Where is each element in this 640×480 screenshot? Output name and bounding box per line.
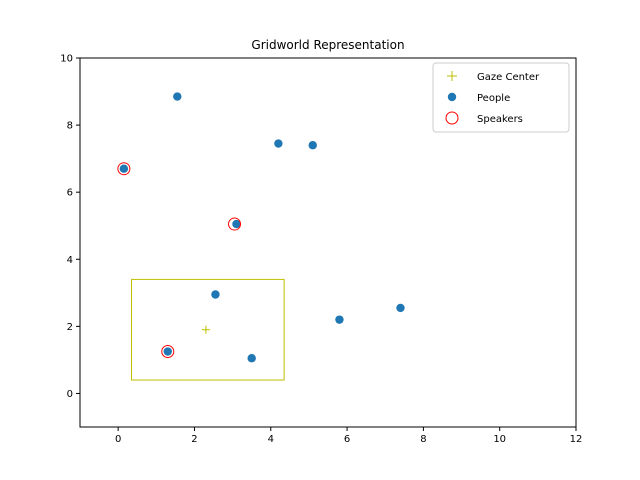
legend: Gaze Center People Speakers — [432, 62, 570, 133]
x-tick-label: 0 — [115, 434, 121, 445]
speaker-marker — [117, 162, 131, 176]
gaze-box — [131, 278, 285, 381]
x-tick-label: 6 — [344, 434, 350, 445]
speaker-marker — [161, 345, 175, 359]
person-point — [274, 139, 283, 148]
plot-area — [117, 92, 405, 381]
x-tick-label: 12 — [570, 434, 583, 445]
y-tick-label: 6 — [67, 188, 73, 199]
y-tick-label: 8 — [67, 121, 73, 132]
chart-title: Gridworld Representation — [251, 38, 404, 52]
x-tick-label: 10 — [493, 434, 506, 445]
person-point — [211, 290, 220, 299]
legend-marker-speakers — [445, 111, 459, 125]
y-tick-label: 4 — [67, 255, 73, 266]
person-point — [119, 164, 129, 173]
person-point — [173, 92, 182, 101]
x-tick-label: 8 — [420, 434, 426, 445]
person-point — [232, 219, 241, 229]
legend-label-speakers: Speakers — [477, 114, 523, 125]
person-point — [396, 303, 405, 313]
legend-box — [432, 62, 570, 133]
legend-label-people: People — [477, 93, 510, 104]
speaker-marker — [228, 217, 242, 231]
y-tick-label: 0 — [67, 389, 73, 400]
person-point — [335, 315, 344, 324]
legend-marker-gaze-center — [447, 71, 457, 81]
gaze-center-marker — [201, 325, 210, 334]
y-axis: 0 2 4 6 8 10 — [60, 54, 80, 400]
y-tick-label: 2 — [67, 322, 73, 333]
axes-frame — [79, 57, 577, 428]
x-tick-label: 4 — [268, 434, 274, 445]
person-point — [163, 347, 172, 356]
x-axis: 0 2 4 6 8 10 12 — [115, 427, 582, 445]
legend-label-gaze-center: Gaze Center — [477, 72, 540, 83]
person-point — [247, 354, 256, 363]
x-tick-label: 2 — [191, 434, 197, 445]
legend-marker-people — [447, 92, 457, 102]
person-point — [308, 141, 317, 150]
y-tick-label: 10 — [60, 54, 73, 65]
